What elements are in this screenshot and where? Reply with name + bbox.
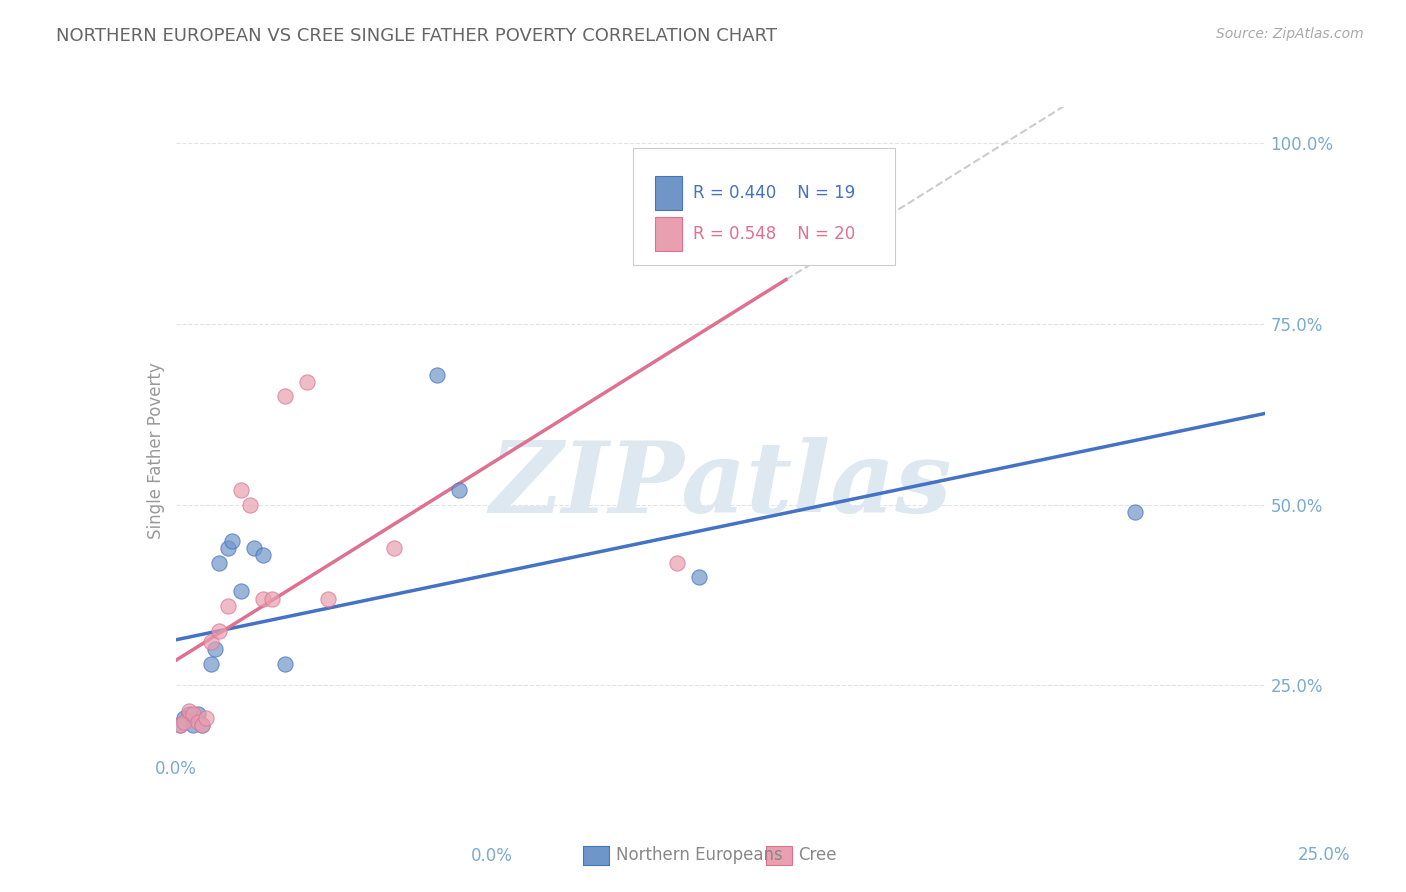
Point <box>195 711 218 725</box>
FancyBboxPatch shape <box>633 148 896 265</box>
Bar <box>766 846 792 865</box>
Point <box>217 541 239 555</box>
Point <box>239 498 262 512</box>
Point <box>186 707 209 722</box>
Text: R = 0.548    N = 20: R = 0.548 N = 20 <box>693 225 856 244</box>
Point <box>181 707 204 722</box>
Point <box>221 533 243 548</box>
Text: 25.0%: 25.0% <box>1298 847 1350 864</box>
Point <box>191 718 214 732</box>
Text: Source: ZipAtlas.com: Source: ZipAtlas.com <box>1216 27 1364 41</box>
Point <box>260 591 283 606</box>
Point <box>688 570 710 584</box>
Point <box>243 541 266 555</box>
Point <box>447 483 470 498</box>
Point <box>666 556 689 570</box>
Point <box>208 556 231 570</box>
Text: ZIPatlas: ZIPatlas <box>489 436 952 533</box>
Point <box>274 389 297 403</box>
Bar <box>583 846 609 865</box>
Point <box>426 368 449 382</box>
Point <box>252 591 274 606</box>
Point <box>231 483 253 498</box>
Point <box>177 704 200 718</box>
Point <box>200 635 222 649</box>
Point <box>191 718 214 732</box>
Point <box>274 657 297 671</box>
Point <box>318 591 340 606</box>
Point <box>177 707 200 722</box>
Bar <box>655 217 682 252</box>
Point <box>775 172 797 186</box>
Point <box>208 624 231 639</box>
Point <box>173 714 195 729</box>
Point <box>217 599 239 613</box>
Text: 0.0%: 0.0% <box>155 760 197 778</box>
Point <box>169 718 191 732</box>
Point <box>173 711 195 725</box>
Point <box>382 541 405 555</box>
Text: R = 0.440    N = 19: R = 0.440 N = 19 <box>693 184 856 202</box>
Point <box>231 584 253 599</box>
Text: NORTHERN EUROPEAN VS CREE SINGLE FATHER POVERTY CORRELATION CHART: NORTHERN EUROPEAN VS CREE SINGLE FATHER … <box>56 27 778 45</box>
Point <box>186 714 209 729</box>
Text: Northern Europeans: Northern Europeans <box>616 847 783 864</box>
Text: 0.0%: 0.0% <box>471 847 513 865</box>
Y-axis label: Single Father Poverty: Single Father Poverty <box>146 362 165 539</box>
Point <box>1123 505 1146 519</box>
Point <box>169 718 191 732</box>
Text: Cree: Cree <box>799 847 837 864</box>
Point <box>295 375 318 389</box>
Bar <box>655 176 682 210</box>
Point <box>252 549 274 563</box>
Point <box>204 642 226 657</box>
Point <box>181 718 204 732</box>
Point <box>200 657 222 671</box>
